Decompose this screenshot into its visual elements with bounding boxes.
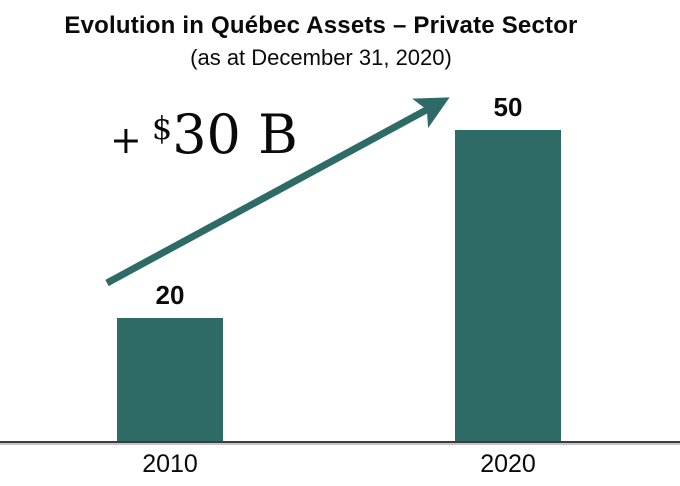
annotation-amount: 30 B xyxy=(172,103,298,166)
annotation-plus-sign: + xyxy=(110,118,142,162)
bar-2020 xyxy=(455,130,561,443)
bar-group-2010: 20 xyxy=(117,280,223,443)
chart-title: Evolution in Québec Assets – Private Sec… xyxy=(64,12,578,39)
bar-value-label-2010: 20 xyxy=(155,280,185,310)
x-axis-label-2010: 2010 xyxy=(142,450,198,478)
growth-annotation: + $ 30 B xyxy=(110,103,298,166)
bar-group-2020: 50 xyxy=(455,92,561,443)
x-axis-label-2020: 2020 xyxy=(480,450,536,478)
growth-arrow-icon xyxy=(105,97,450,287)
bar-value-label-2020: 50 xyxy=(493,92,523,122)
bar-2010 xyxy=(117,318,223,443)
chart-subtitle: (as at December 31, 2020) xyxy=(190,44,452,70)
annotation-dollar-sign: $ xyxy=(151,109,173,147)
x-axis-line xyxy=(0,441,680,443)
chart-header: Evolution in Québec Assets – Private Sec… xyxy=(0,12,642,71)
